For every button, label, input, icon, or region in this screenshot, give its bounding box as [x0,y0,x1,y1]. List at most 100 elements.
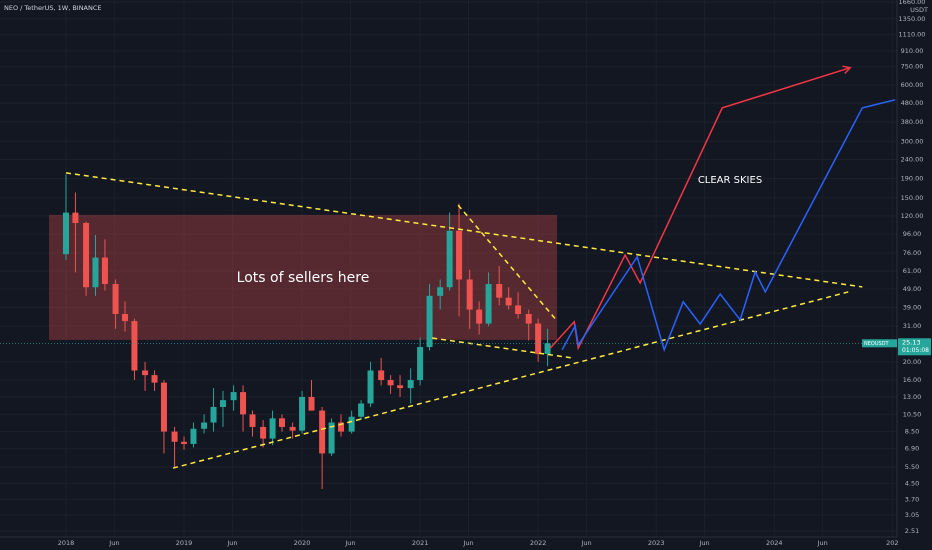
y-tick-label: 39.00 [903,303,922,311]
price-tag-countdown: 01:05:08 [902,347,929,354]
candle-body [485,284,492,324]
candle-body [348,416,355,432]
candle-body [112,284,119,315]
candle-body [426,295,433,348]
y-tick-label: 1350.00 [899,15,926,23]
y-tick-label: 13.00 [903,393,922,401]
y-tick-label: 61.00 [903,267,922,275]
x-tick-label: Jun [817,539,828,547]
candle-body [269,418,276,439]
price-tag-value: 25.13 [902,338,921,346]
y-tick-label: 240.00 [901,155,924,163]
x-tick-label: 2021 [412,539,429,547]
x-tick-label: Jun [344,539,355,547]
candle-body [171,431,178,442]
x-tick-label: 2019 [176,539,193,547]
x-tick-label: Jun [580,539,591,547]
annotation: CLEAR SKIES [698,175,762,186]
y-tick-label: 6.90 [905,445,919,453]
y-tick-label: 3.05 [905,511,919,519]
x-tick-label: 2018 [58,539,75,547]
candle-body [190,428,197,444]
zone [48,214,558,340]
candle-body [151,375,158,383]
price-tag-label-bg [862,339,897,348]
candle-body [240,392,247,415]
x-tick-label: 2023 [648,539,665,547]
annotation: Lots of sellers here [237,270,370,286]
y-tick-label: 16.00 [903,376,922,384]
candle-body [201,422,208,429]
y-tick-label: 150.00 [901,194,924,202]
y-tick-label: 5.50 [905,463,919,471]
candle-body [476,309,483,324]
x-tick-label: Jun [108,539,119,547]
candle-body [160,382,167,432]
y-tick-label: 380.00 [901,118,924,126]
candle-body [328,422,335,454]
candle-body [319,410,326,454]
candle-body [289,426,296,431]
grid [0,0,897,537]
candle-body [83,223,90,288]
candle-body [407,380,414,389]
y-tick-label: 120.00 [901,212,924,220]
candle-body [308,396,315,411]
candle-body [72,212,79,224]
y-tick-label: 10.50 [903,410,922,418]
candle-body [260,426,267,439]
arrow-head [842,65,852,75]
candle-body [338,422,345,432]
x-tick-label: 2020 [294,539,311,547]
y-tick-label: 480.00 [901,99,924,107]
price-tag-label: NEOUSDT [864,341,890,347]
y-unit: USDT [910,6,928,14]
candle-body [92,257,99,288]
candle-body [525,314,532,324]
candle-body [387,380,394,386]
candle-body [515,305,522,315]
projection-path [549,66,851,351]
candle-body [279,418,286,427]
x-tick-label: 2022 [530,539,547,547]
y-tick-label: 910.00 [901,47,924,55]
candle-body [417,347,424,381]
candle-body [181,441,188,444]
x-tick-label: Jun [226,539,237,547]
candle-body [544,343,551,355]
y-tick-label: 76.00 [903,249,922,257]
x-tick-label: Jun [462,539,473,547]
y-tick-label: 3.70 [905,495,919,503]
chart-title: NEO / TetherUS, 1W, BINANCE [4,4,102,12]
trendline [65,172,863,288]
y-tick-label: 4.50 [905,479,919,487]
x-tick-label: Jun [699,539,710,547]
y-tick-label: 1660.00 [899,0,926,6]
y-tick-label: 1110.00 [899,31,926,39]
candle-body [299,396,306,431]
x-tick-label: 202 [886,539,898,547]
candle-body [505,297,512,306]
candle-body [62,212,69,255]
price-tag-bg [898,338,931,356]
y-tick-label: 300.00 [901,137,924,145]
y-tick-label: 96.00 [903,230,922,238]
candle-body [397,385,404,389]
candle-body [466,279,473,310]
y-tick-label: 190.00 [901,174,924,182]
y-tick-label: 49.00 [903,285,922,293]
candle-body [535,323,542,355]
candle-body [358,403,365,417]
trendline [432,337,573,359]
candle-body [219,400,226,407]
candle-body [122,314,129,322]
plot-area [0,65,897,490]
candle-body [378,370,385,381]
candle-body [230,392,237,401]
x-tick-label: 2024 [766,539,783,547]
y-tick-label: 600.00 [901,81,924,89]
candle-body [249,414,256,427]
candle-body [101,257,108,285]
projection-path [561,99,896,353]
